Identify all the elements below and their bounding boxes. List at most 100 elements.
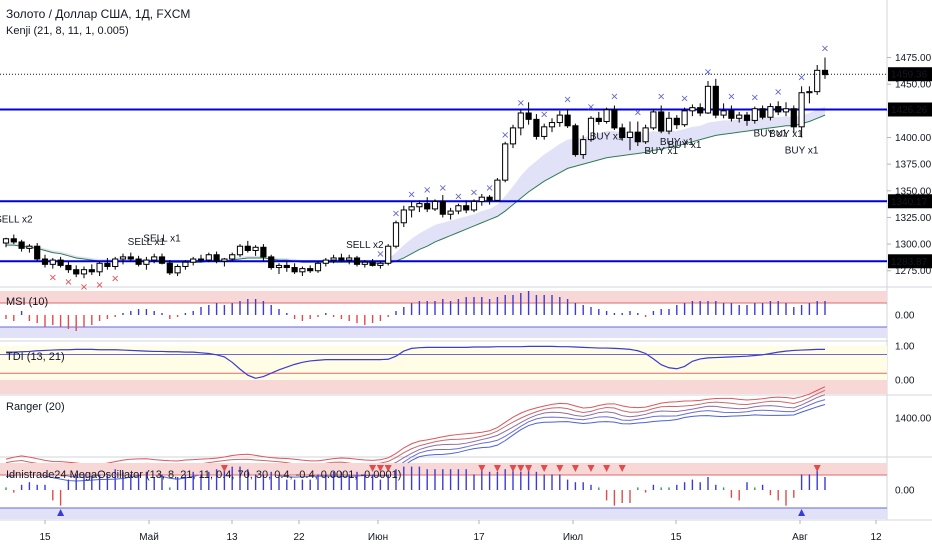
- chart-title: Золото / Доллар США, 1Д, FXCM: [6, 7, 191, 21]
- sell-x-marker: ×: [80, 282, 88, 293]
- buy-x-marker: ×: [797, 72, 805, 83]
- buy-x-marker: ×: [751, 93, 759, 104]
- candle-body: [392, 222, 400, 247]
- candle-body: [642, 127, 649, 143]
- buy-x-marker: ×: [774, 87, 782, 98]
- sell-x-marker: ×: [49, 273, 57, 284]
- candle-body: [626, 131, 634, 138]
- x-tick-label: Июн: [368, 532, 388, 543]
- osc-down-arrow: [493, 465, 501, 472]
- x-tick-label: 22: [293, 532, 305, 543]
- osc-up-arrow: [798, 509, 806, 516]
- candle-body: [548, 122, 556, 128]
- candle-body: [174, 265, 181, 274]
- tdi-y-tick: 0.00: [895, 376, 915, 387]
- candle-body: [790, 108, 797, 128]
- buy-signal-label: BUY x1: [785, 145, 819, 156]
- candle-body: [260, 246, 267, 258]
- osc-down-arrow: [813, 465, 821, 472]
- candle-body: [252, 246, 259, 251]
- osc-down-arrow: [369, 465, 377, 472]
- megaoscillator-pane-label[interactable]: Idnistrade24 MegaOscillator (13, 8, 21, …: [6, 469, 402, 481]
- osc-down-arrow: [556, 465, 564, 472]
- candle-body: [463, 205, 470, 211]
- candle-body: [322, 259, 329, 264]
- candle-body: [447, 210, 454, 215]
- osc-down-arrow: [517, 465, 525, 472]
- osc-y-tick: 0.00: [895, 486, 915, 497]
- candle-body: [190, 258, 197, 263]
- osc-down-arrow: [525, 465, 533, 472]
- sell-x-marker: ×: [95, 280, 103, 291]
- candle-body: [564, 114, 571, 127]
- candle-body: [10, 238, 17, 243]
- candle-body: [665, 117, 673, 132]
- tdi-pane-label[interactable]: TDI (13, 21): [6, 351, 65, 363]
- osc-up-arrow: [57, 509, 65, 516]
- candle-body: [338, 257, 345, 261]
- candle-body: [80, 269, 88, 275]
- candle-body: [580, 139, 587, 156]
- candle-body: [431, 200, 439, 210]
- buy-x-marker: ×: [423, 185, 431, 196]
- candle-body: [751, 108, 758, 121]
- candle-body: [400, 209, 407, 224]
- tdi-tick-bg: [888, 339, 932, 353]
- candle-body: [119, 256, 127, 260]
- level-label: 1426.26: [891, 105, 928, 116]
- candle-body: [611, 109, 618, 129]
- candle-body: [307, 268, 314, 272]
- y-tick-label: 1400.00: [895, 133, 932, 144]
- candle-body: [385, 245, 392, 264]
- candle-body: [291, 267, 298, 273]
- current-price-label-bg: [888, 67, 932, 82]
- sell-x-marker: ×: [64, 277, 72, 288]
- level-label: 1340.17: [891, 197, 928, 208]
- candle-body: [697, 107, 704, 114]
- candle-body: [517, 112, 524, 129]
- candle-body: [619, 127, 626, 138]
- candle-body: [767, 106, 774, 118]
- candle-body: [743, 114, 751, 121]
- candle-body: [720, 110, 727, 116]
- candle-body: [798, 92, 805, 128]
- buy-x-marker: ×: [727, 92, 735, 103]
- buy-signal-label: BUY x1: [769, 129, 803, 140]
- candle-body: [525, 112, 532, 120]
- buy-x-marker: ×: [439, 183, 447, 194]
- candle-body: [759, 108, 766, 118]
- y-tick-label: 1375.00: [895, 160, 932, 171]
- candle-body: [127, 256, 134, 260]
- level-label-bg: [888, 102, 932, 117]
- tdi-y-tick: 1.00: [895, 342, 915, 353]
- msi-pane-label[interactable]: MSI (10): [6, 296, 49, 308]
- candle-body: [197, 258, 205, 261]
- x-tick-label: Июл: [563, 532, 583, 543]
- buy-signal-label: BUY x1: [644, 146, 678, 157]
- buy-signal-label: BUY x1: [590, 132, 624, 143]
- ranger-y-tick: 1400.00: [895, 414, 932, 425]
- buy-x-marker: ×: [485, 183, 493, 194]
- candle-body: [689, 107, 696, 112]
- candle-body: [57, 259, 64, 266]
- x-tick-label: 13: [226, 532, 238, 543]
- msi-lower-zone: [0, 327, 887, 338]
- y-tick-label: 1275.00: [895, 266, 932, 277]
- candle-body: [346, 257, 353, 261]
- buy-x-marker: ×: [470, 187, 478, 198]
- tdi-line: [6, 345, 825, 379]
- candle-body: [634, 131, 641, 143]
- candle-body: [353, 257, 361, 265]
- buy-x-marker: ×: [680, 94, 688, 105]
- kenji-indicator-label[interactable]: Kenji (21, 8, 11, 1, 0.005): [6, 25, 129, 37]
- candle-body: [572, 125, 579, 156]
- ranger-pane-label[interactable]: Ranger (20): [6, 401, 65, 413]
- current-price-label: 1459.36: [891, 70, 928, 81]
- candle-body: [166, 262, 173, 274]
- ranger-line: [5, 386, 826, 466]
- candle-body: [533, 118, 540, 137]
- y-tick-label: 1450.00: [895, 80, 932, 91]
- candle-body: [314, 262, 322, 272]
